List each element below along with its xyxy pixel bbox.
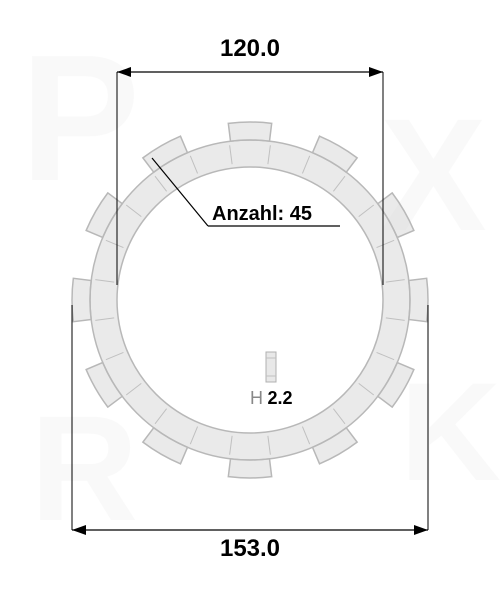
arrowhead-right <box>414 525 428 535</box>
count-label: Anzahl: <box>212 203 284 225</box>
tooth <box>228 459 271 478</box>
tooth <box>72 278 91 321</box>
count-text: Anzahl: 45 <box>212 203 312 225</box>
svg-text:P: P <box>20 18 140 219</box>
thickness-prefix: H <box>250 388 263 408</box>
tooth <box>228 122 271 141</box>
thickness-marker <box>266 352 276 382</box>
arrowhead-right <box>369 67 383 77</box>
tooth <box>409 278 428 321</box>
dimension-top-value: 120.0 <box>220 35 280 62</box>
svg-text:K: K <box>400 353 500 510</box>
technical-drawing: P X R K 120.0 153.0 Anzahl: 45 <box>0 0 500 600</box>
thickness-value: 2.2 <box>267 388 292 408</box>
dimension-bottom-value: 153.0 <box>220 535 280 562</box>
thickness-text: H 2.2 <box>250 388 292 408</box>
count-value: 45 <box>290 203 312 225</box>
